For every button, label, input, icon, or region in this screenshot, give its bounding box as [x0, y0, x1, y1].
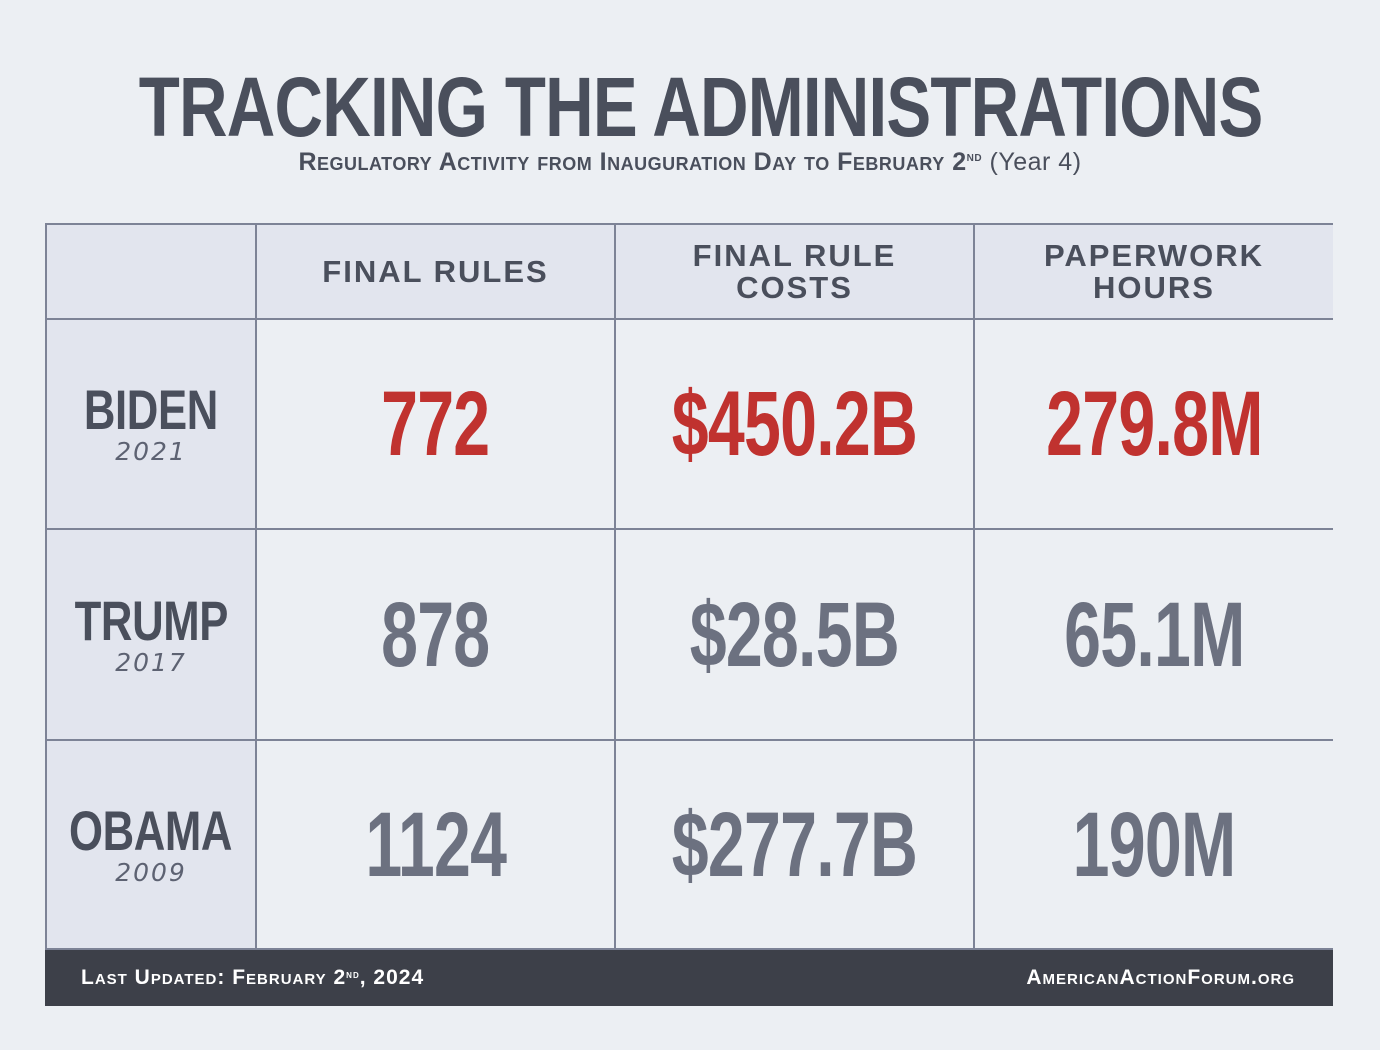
obama-paperwork-hours-cell: 190M: [975, 741, 1333, 948]
administration-year: 2009: [115, 857, 187, 887]
biden-final-rule-costs-cell: $450.2B: [616, 320, 975, 530]
value-obama-final-rule-costs: $277.7B: [671, 793, 918, 896]
value-trump-paperwork-hours: 65.1M: [1063, 583, 1245, 686]
value-obama-paperwork-hours: 190M: [1072, 793, 1237, 896]
trump-final-rule-costs-cell: $28.5B: [616, 530, 975, 741]
last-updated-superscript: nd: [346, 967, 360, 981]
page-subtitle: Regulatory Activity from Inauguration Da…: [0, 146, 1380, 178]
value-obama-final-rules: 1124: [365, 793, 507, 896]
footer-bar: Last Updated: February 2nd, 2024 America…: [45, 950, 1333, 1006]
last-updated: Last Updated: February 2nd, 2024: [81, 966, 424, 990]
column-header-label: PAPERWORK: [1043, 237, 1265, 273]
value-biden-final-rule-costs: $450.2B: [671, 373, 918, 475]
site-link[interactable]: AmericanActionForum.org: [1026, 966, 1295, 989]
subtitle-main: Regulatory Activity from Inauguration Da…: [298, 148, 967, 176]
row-header-biden: BIDEN 2021: [47, 320, 257, 530]
biden-paperwork-hours-cell: 279.8M: [975, 320, 1333, 530]
column-header-final-rules: FINAL RULES: [257, 225, 616, 320]
comparison-table: FINAL RULES FINAL RULE COSTS PAPERWORK H…: [45, 223, 1333, 950]
administration-name: TRUMP: [74, 588, 228, 652]
trump-paperwork-hours-cell: 65.1M: [975, 530, 1333, 741]
column-header-paperwork-hours: PAPERWORK HOURS: [975, 225, 1333, 320]
value-trump-final-rule-costs: $28.5B: [689, 583, 900, 686]
column-header-label: FINAL RULES: [322, 253, 549, 289]
administration-year: 2021: [115, 437, 187, 466]
page-title: TRACKING THE ADMINISTRATIONS: [138, 60, 1263, 154]
table-corner-cell: [47, 225, 257, 320]
administration-year: 2017: [115, 647, 187, 677]
column-header-label: FINAL RULE: [692, 237, 897, 273]
value-trump-final-rules: 878: [381, 583, 490, 686]
row-header-trump: TRUMP 2017: [47, 530, 257, 741]
last-updated-tail: , 2024: [359, 966, 425, 989]
column-header-final-rule-costs: FINAL RULE COSTS: [616, 225, 975, 320]
trump-final-rules-cell: 878: [257, 530, 616, 741]
column-header-label: COSTS: [736, 269, 853, 305]
biden-final-rules-cell: 772: [257, 320, 616, 530]
obama-final-rule-costs-cell: $277.7B: [616, 741, 975, 948]
last-updated-main: Last Updated: February 2: [81, 966, 347, 989]
obama-final-rules-cell: 1124: [257, 741, 616, 948]
row-header-obama: OBAMA 2009: [47, 741, 257, 948]
administration-name: OBAMA: [69, 798, 233, 862]
subtitle-tail: (Year 4): [982, 148, 1082, 176]
value-biden-paperwork-hours: 279.8M: [1045, 373, 1263, 475]
column-header-label: HOURS: [1093, 269, 1215, 305]
subtitle-superscript: nd: [966, 148, 983, 164]
value-biden-final-rules: 772: [381, 373, 490, 475]
administration-name: BIDEN: [84, 378, 218, 441]
